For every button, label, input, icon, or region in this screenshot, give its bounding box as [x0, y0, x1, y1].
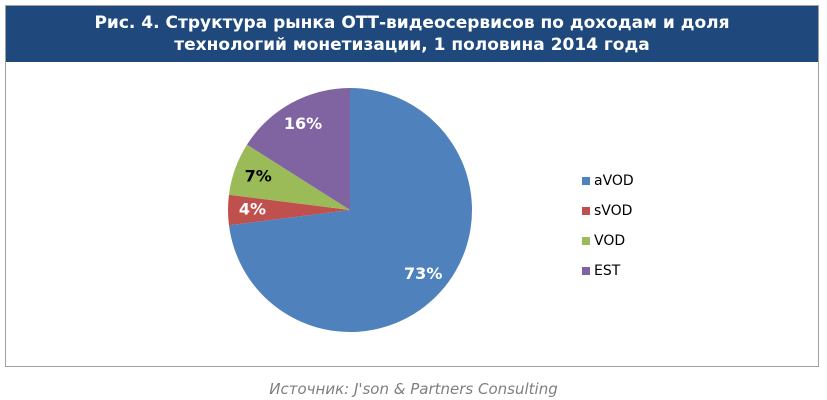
source-note: Источник: J'son & Partners Consulting — [269, 380, 558, 398]
data-label: 7% — [245, 166, 272, 185]
chart: 73% 4% 7% 16% aVOD sVOD VOD EST — [227, 88, 634, 333]
legend-label: sVOD — [594, 203, 632, 219]
pie-slice — [228, 144, 350, 210]
pie-slice — [246, 88, 350, 210]
legend-label: aVOD — [594, 173, 634, 189]
legend-label: VOD — [594, 233, 625, 249]
data-label: 16% — [284, 114, 322, 133]
legend-swatch — [582, 207, 590, 215]
chart-frame: Рис. 4. Структура рынка ОТТ-видеосервисо… — [5, 5, 819, 367]
title-band: Рис. 4. Структура рынка ОТТ-видеосервисо… — [6, 6, 818, 62]
pie-slice — [228, 88, 472, 333]
data-label: 73% — [404, 264, 442, 283]
legend-swatch — [582, 177, 590, 185]
legend-swatch — [582, 237, 590, 245]
pie-slice — [227, 194, 350, 226]
data-label: 4% — [239, 200, 266, 219]
legend-label: EST — [594, 263, 621, 279]
legend-swatch — [582, 267, 590, 275]
chart-title: Рис. 4. Структура рынка ОТТ-видеосервисо… — [94, 13, 730, 55]
